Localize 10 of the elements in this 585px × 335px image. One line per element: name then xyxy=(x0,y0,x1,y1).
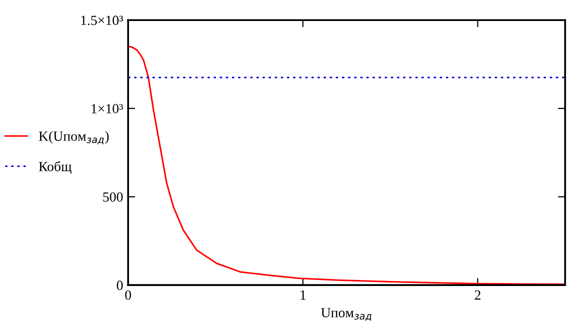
x-tick-label: 0 xyxy=(125,290,132,300)
legend-label: Кобщ xyxy=(38,161,72,174)
x-tick-label: 1 xyxy=(300,290,306,300)
x-tick-label: 2 xyxy=(474,290,480,300)
y-tick-label: 1.5×10³ xyxy=(81,16,123,26)
y-tick-label: 500 xyxy=(103,192,123,202)
y-tick-label: 1×10³ xyxy=(92,104,123,114)
legend-label: K(Uпом$_{зад}$) xyxy=(38,131,109,144)
x-axis-title: Uпом$_{зад}$ xyxy=(321,308,372,321)
y-tick-label: 0 xyxy=(116,280,123,290)
